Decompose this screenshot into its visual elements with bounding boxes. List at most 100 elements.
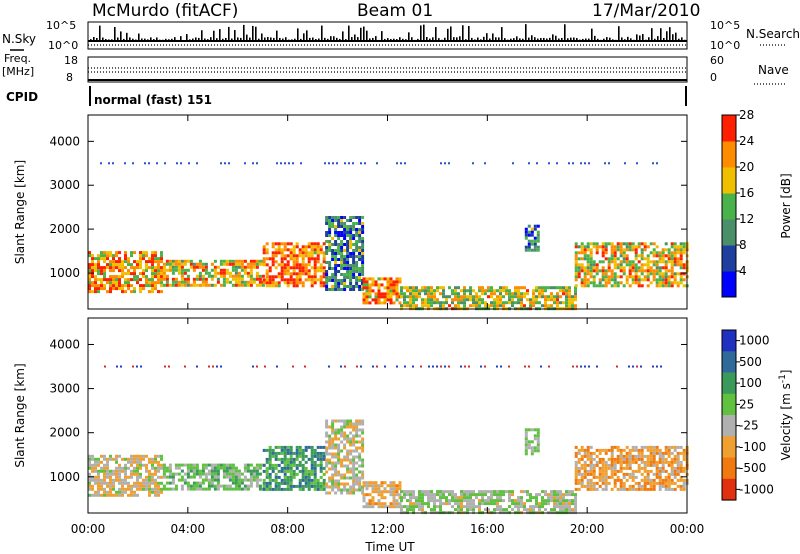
echo-cell (91, 254, 94, 258)
echo-cell (94, 275, 97, 279)
echo-cell (204, 271, 208, 275)
echo-cell (343, 222, 347, 225)
echo-cell (583, 469, 587, 473)
echo-cell (532, 508, 535, 512)
echo-cell (527, 248, 531, 252)
echo-cell (177, 262, 181, 266)
echo-cell (283, 272, 287, 276)
echo-cell (358, 288, 362, 291)
echo-cell (571, 502, 574, 506)
echo-cell (361, 288, 365, 291)
echo-cell (322, 454, 326, 458)
echo-cell (118, 463, 121, 467)
echo-cell (180, 274, 184, 278)
echo-cell (346, 273, 350, 276)
echo-cell (130, 272, 133, 276)
nsky-bar (462, 25, 464, 41)
echo-cell (271, 245, 275, 249)
echo-cell (234, 262, 238, 266)
echo-cell (622, 260, 626, 264)
echo-cell (213, 283, 217, 287)
echo-cell (295, 263, 299, 267)
echo-cell (565, 490, 568, 494)
echo-cell (655, 460, 659, 464)
echo-cell (286, 254, 290, 258)
echo-cell (658, 478, 662, 482)
echo-cell (349, 440, 353, 444)
echo-cell (628, 487, 632, 491)
echo-cell (139, 284, 142, 288)
echo-cell (162, 463, 166, 467)
echo-cell (646, 269, 650, 273)
echo-cell (371, 505, 375, 509)
echo-cell (337, 222, 341, 225)
echo-cell (162, 466, 166, 470)
nsearch-tick-high: 10^5 (710, 19, 740, 32)
echo-cell (174, 487, 178, 491)
echo-cell (682, 251, 686, 255)
nsky-bar (210, 37, 212, 41)
echo-cell (454, 499, 457, 503)
echo-cell (568, 286, 571, 290)
echo-cell (133, 454, 136, 458)
echo-cell (349, 488, 353, 492)
echo-cell (613, 469, 617, 473)
nsky-bar (243, 24, 245, 41)
echo-cell (530, 230, 534, 234)
echo-cell (676, 454, 680, 458)
echo-cell (640, 487, 644, 491)
echo-cell (133, 260, 136, 264)
echo-cell (316, 478, 320, 482)
nsky-bar (228, 26, 230, 41)
echo-cell (527, 224, 531, 228)
echo-cell (628, 457, 632, 461)
echo-cell (97, 475, 100, 479)
echo-cell (130, 454, 133, 458)
echo-cell (601, 242, 605, 246)
echo-cell (88, 272, 91, 276)
echo-cell (183, 268, 187, 272)
echo-cell (307, 272, 311, 276)
echo-cell (331, 267, 335, 270)
echo-cell (442, 301, 445, 305)
echo-cell (622, 460, 626, 464)
echo-cell (361, 222, 365, 225)
echo-cell (91, 493, 94, 497)
echo-cell (115, 493, 118, 497)
echo-cell (616, 478, 620, 482)
echo-cell (439, 286, 442, 290)
echo-cell (148, 472, 151, 476)
echo-cell (389, 490, 393, 494)
echo-cell (165, 466, 169, 470)
echo-cell (406, 508, 409, 512)
echo-cell (586, 454, 590, 458)
echo-cell (544, 304, 547, 308)
ground-scatter-dot (636, 162, 638, 165)
echo-cell (118, 251, 121, 255)
echo-cell (88, 254, 91, 258)
echo-cell (274, 251, 278, 255)
echo-cell (97, 284, 100, 288)
echo-cell (523, 295, 526, 299)
echo-cell (204, 268, 208, 272)
echo-cell (371, 283, 375, 287)
echo-cell (157, 290, 160, 294)
echo-cell (295, 463, 299, 467)
echo-cell (307, 478, 311, 482)
echo-cell (352, 225, 356, 228)
echo-cell (283, 475, 287, 479)
echo-cell (316, 257, 320, 261)
echo-cell (295, 448, 299, 452)
ground-scatter-dot (340, 365, 342, 368)
echo-cell (283, 463, 287, 467)
echo-cell (676, 484, 680, 488)
ground-scatter-dot (156, 162, 158, 165)
echo-cell (679, 263, 683, 267)
echo-cell (613, 281, 617, 285)
echo-cell (655, 251, 659, 255)
echo-cell (598, 472, 602, 476)
echo-cell (246, 487, 250, 491)
echo-cell (398, 481, 402, 485)
echo-cell (103, 287, 106, 291)
echo-cell (277, 275, 281, 279)
